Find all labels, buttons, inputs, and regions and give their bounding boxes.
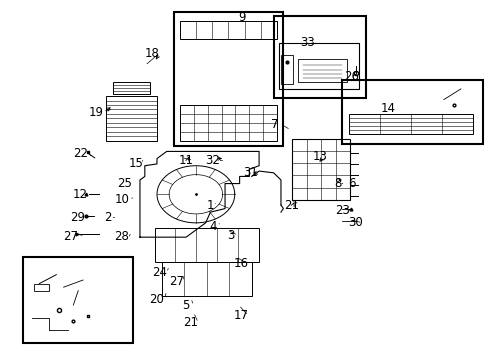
Text: 5: 5: [182, 299, 189, 312]
Text: 11: 11: [178, 154, 193, 167]
Text: 9: 9: [238, 11, 245, 24]
Bar: [23, 257, 132, 342]
Text: 10: 10: [114, 193, 129, 206]
Text: 27: 27: [168, 275, 183, 288]
Text: 18: 18: [144, 47, 159, 60]
Text: 31: 31: [243, 166, 257, 179]
Text: 1: 1: [206, 198, 214, 212]
Text: 24: 24: [152, 266, 166, 279]
Bar: [348, 114, 472, 134]
Text: 25: 25: [117, 177, 132, 190]
Bar: [174, 12, 283, 146]
Text: 33: 33: [300, 36, 314, 49]
Text: 27: 27: [63, 230, 78, 243]
Text: 8: 8: [334, 177, 341, 190]
Text: 12: 12: [73, 188, 88, 201]
Text: 16: 16: [233, 257, 248, 270]
Text: 2: 2: [103, 211, 111, 224]
Bar: [273, 16, 366, 98]
Bar: [106, 96, 157, 141]
Text: 23: 23: [335, 204, 349, 217]
Text: 21: 21: [183, 316, 198, 329]
Text: 20: 20: [149, 293, 164, 306]
Text: 30: 30: [347, 216, 362, 229]
Text: 22: 22: [73, 147, 87, 160]
Text: 19: 19: [88, 105, 103, 119]
Text: 21: 21: [284, 198, 299, 212]
Text: 26: 26: [343, 70, 358, 83]
Bar: [180, 21, 277, 39]
Text: 17: 17: [233, 309, 248, 322]
Text: 4: 4: [209, 220, 217, 233]
Text: 29: 29: [70, 211, 85, 224]
Bar: [34, 284, 49, 291]
Text: 28: 28: [114, 230, 129, 243]
Bar: [162, 262, 251, 296]
Bar: [341, 80, 482, 144]
Bar: [281, 55, 292, 84]
Bar: [154, 228, 259, 262]
Bar: [291, 139, 350, 200]
Text: 15: 15: [129, 157, 143, 170]
Text: 7: 7: [270, 118, 278, 131]
Bar: [113, 82, 149, 94]
Text: 32: 32: [205, 154, 220, 167]
Text: 3: 3: [227, 229, 234, 242]
Bar: [297, 59, 346, 82]
Text: 6: 6: [347, 177, 354, 190]
Text: 13: 13: [312, 150, 326, 163]
Bar: [180, 105, 277, 141]
Bar: [278, 43, 358, 89]
Text: 14: 14: [380, 102, 395, 115]
